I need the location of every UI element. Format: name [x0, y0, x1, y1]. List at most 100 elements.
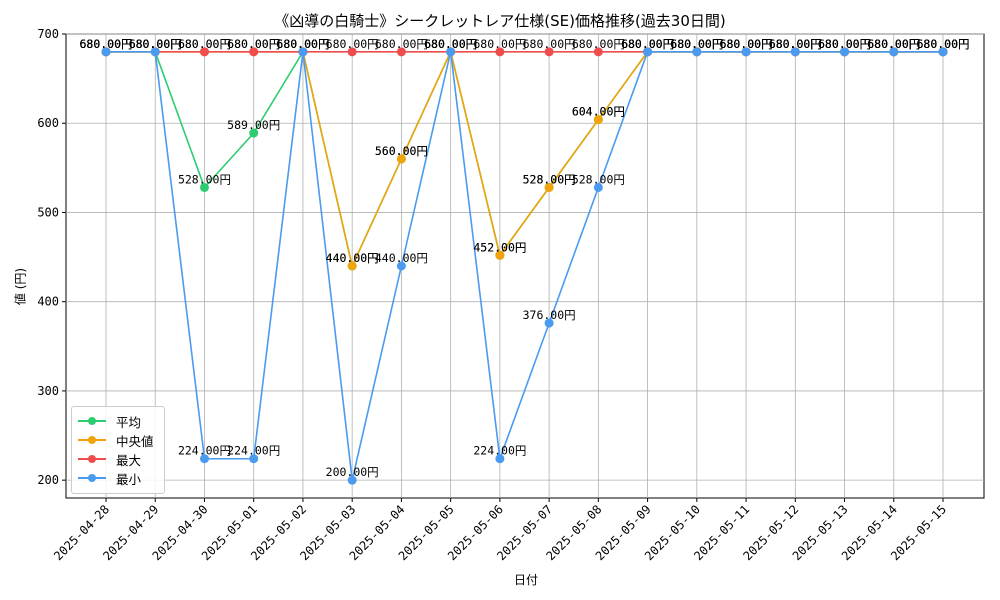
data-label: 680.00円 [276, 37, 329, 51]
data-point [593, 47, 603, 57]
data-label: 680.00円 [129, 37, 182, 51]
data-label: 680.00円 [769, 37, 822, 51]
data-label: 452.00円 [473, 240, 526, 254]
data-label: 680.00円 [424, 37, 477, 51]
data-label: 680.00円 [326, 37, 379, 51]
data-point [347, 47, 357, 57]
data-point [790, 47, 800, 57]
data-label: 680.00円 [818, 37, 871, 51]
grid-layer [66, 33, 984, 498]
data-point [347, 475, 357, 485]
data-point [643, 47, 653, 57]
data-point [495, 47, 505, 57]
data-label: 680.00円 [670, 37, 723, 51]
data-label: 604.00円 [572, 105, 625, 119]
data-label: 604.00円 [572, 105, 625, 119]
data-label: 560.00円 [375, 144, 428, 158]
legend-label: 平均 [116, 414, 142, 430]
data-label: 528.00円 [523, 172, 576, 186]
legend-item-median: 中央値 [78, 430, 154, 450]
legend-label: 最小 [116, 471, 142, 487]
data-label: 560.00円 [375, 144, 428, 158]
data-label: 680.00円 [227, 37, 280, 51]
data-label: 680.00円 [720, 37, 773, 51]
data-label: 680.00円 [769, 37, 822, 51]
data-label: 528.00円 [572, 172, 625, 186]
data-point [495, 250, 505, 260]
data-point [298, 47, 308, 57]
data-label: 440.00円 [326, 251, 379, 265]
data-label: 680.00円 [818, 37, 871, 51]
data-label: 452.00円 [473, 240, 526, 254]
data-point [150, 47, 160, 57]
data-label: 680.00円 [79, 37, 132, 51]
data-label: 528.00円 [523, 172, 576, 186]
data-label: 680.00円 [916, 37, 969, 51]
data-label: 680.00円 [720, 37, 773, 51]
data-label: 680.00円 [818, 37, 871, 51]
data-label: 680.00円 [178, 37, 231, 51]
data-label: 680.00円 [867, 37, 920, 51]
data-label: 680.00円 [79, 37, 132, 51]
data-label: 680.00円 [375, 37, 428, 51]
legend: 平均 中央値 最大 最小 [71, 406, 165, 494]
data-label: 680.00円 [523, 37, 576, 51]
data-label: 680.00円 [670, 37, 723, 51]
data-label: 680.00円 [670, 37, 723, 51]
legend-swatch [78, 415, 106, 427]
y-tick-label: 600 [37, 116, 59, 130]
data-label: 224.00円 [473, 444, 526, 458]
data-label: 680.00円 [867, 37, 920, 51]
data-label: 680.00円 [720, 37, 773, 51]
data-point [199, 454, 209, 464]
data-label: 376.00円 [523, 308, 576, 322]
legend-label: 中央値 [116, 433, 154, 449]
data-label: 680.00円 [572, 37, 625, 51]
data-label: 680.00円 [621, 37, 674, 51]
y-tick-label: 200 [37, 473, 59, 487]
chart-title: 《凶導の白騎士》シークレットレア仕様(SE)価格推移(過去30日間) [274, 12, 726, 30]
series-layer [101, 47, 948, 485]
data-point [544, 47, 554, 57]
data-label: 680.00円 [720, 37, 773, 51]
data-label: 680.00円 [129, 37, 182, 51]
data-point [692, 47, 702, 57]
data-point [396, 261, 406, 271]
data-point [249, 128, 259, 138]
data-label: 680.00円 [276, 37, 329, 51]
data-label: 680.00円 [227, 37, 280, 51]
data-label: 680.00円 [621, 37, 674, 51]
x-axis-label: 日付 [513, 573, 538, 587]
data-label: 680.00円 [178, 37, 231, 51]
data-label: 440.00円 [326, 251, 379, 265]
y-tick-label: 400 [37, 295, 59, 309]
data-label: 680.00円 [916, 37, 969, 51]
data-label: 680.00円 [424, 37, 477, 51]
data-label: 589.00円 [227, 118, 280, 132]
data-label: 680.00円 [670, 37, 723, 51]
legend-label: 最大 [116, 452, 142, 468]
y-tick-label: 700 [37, 27, 59, 41]
data-label: 680.00円 [473, 37, 526, 51]
data-point [938, 47, 948, 57]
data-label: 680.00円 [769, 37, 822, 51]
data-label: 680.00円 [424, 37, 477, 51]
data-label: 680.00円 [769, 37, 822, 51]
data-label: 224.00円 [227, 444, 280, 458]
data-label: 680.00円 [79, 37, 132, 51]
data-point [199, 182, 209, 192]
legend-item-average: 平均 [78, 411, 141, 431]
data-label: 680.00円 [916, 37, 969, 51]
legend-swatch [78, 453, 106, 465]
data-point [593, 182, 603, 192]
data-label: 680.00円 [621, 37, 674, 51]
data-point [347, 261, 357, 271]
legend-item-max: 最大 [78, 449, 141, 469]
data-label: 680.00円 [276, 37, 329, 51]
data-label: 680.00円 [621, 37, 674, 51]
data-point [101, 47, 111, 57]
legend-item-min: 最小 [78, 468, 141, 488]
data-point [889, 47, 899, 57]
data-label: 200.00円 [326, 465, 379, 479]
